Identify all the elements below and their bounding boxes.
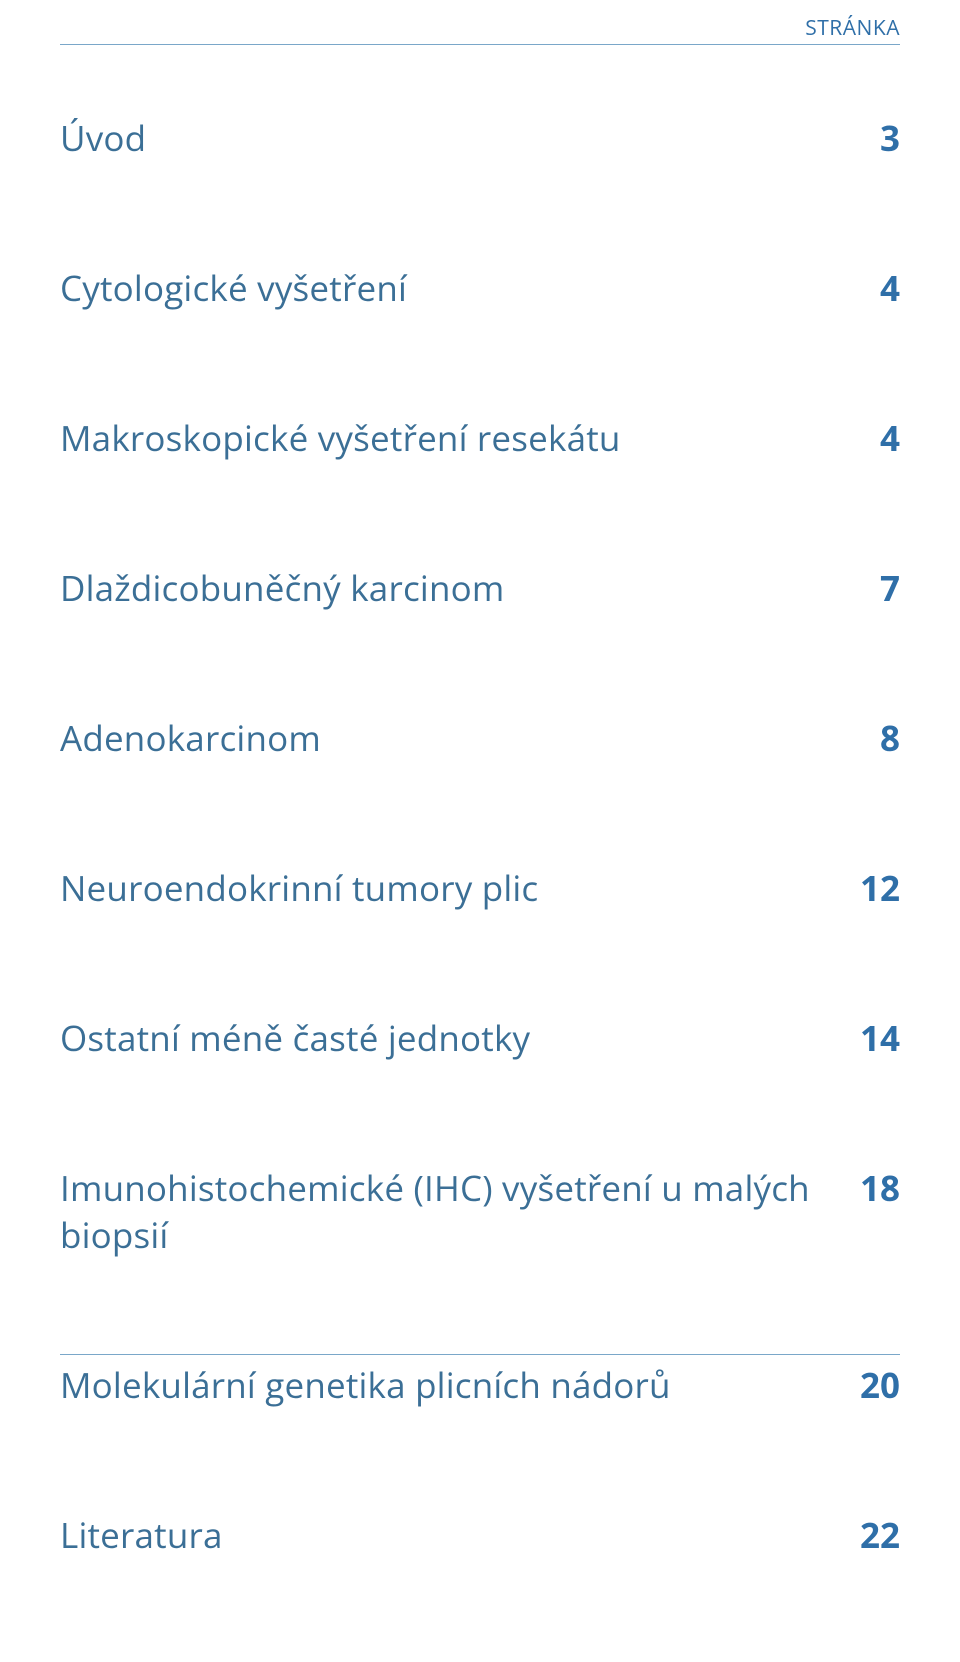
toc-title: Úvod [60, 115, 146, 162]
toc-title: Literatura [60, 1512, 223, 1559]
toc-page-number: 18 [860, 1165, 900, 1212]
header-divider [60, 44, 900, 45]
toc-page-number: 4 [880, 415, 900, 462]
toc-page-number: 4 [880, 265, 900, 312]
toc-row: Neuroendokrinní tumory plic 12 [60, 865, 900, 912]
toc-row: Úvod 3 [60, 115, 900, 162]
toc-title: Ostatní méně časté jednotky [60, 1015, 530, 1062]
toc-title: Adenokarcinom [60, 715, 321, 762]
page: STRÁNKA Úvod 3 Cytologické vyšetření 4 M… [0, 0, 960, 1387]
toc-page-number: 14 [860, 1015, 900, 1062]
toc-page-number: 20 [860, 1362, 900, 1409]
toc-title: Cytologické vyšetření [60, 265, 407, 312]
toc-row: Adenokarcinom 8 [60, 715, 900, 762]
toc-page-number: 12 [860, 865, 900, 912]
toc-row: Literatura 22 [60, 1512, 900, 1559]
table-of-contents: Úvod 3 Cytologické vyšetření 4 Makroskop… [60, 115, 900, 1662]
toc-page-number: 8 [880, 715, 900, 762]
toc-title: Molekulární genetika plicních nádorů [60, 1362, 671, 1409]
header-page-label: STRÁNKA [805, 14, 900, 42]
toc-row: Dlaždicobuněčný karcinom 7 [60, 565, 900, 612]
toc-row: Ostatní méně časté jednotky 14 [60, 1015, 900, 1062]
toc-page-number: 7 [880, 565, 900, 612]
toc-row: Cytologické vyšetření 4 [60, 265, 900, 312]
toc-page-number: 22 [860, 1512, 900, 1559]
toc-title: Dlaždicobuněčný karcinom [60, 565, 504, 612]
toc-title: Imunohistochemické (IHC) vyšetření u mal… [60, 1165, 860, 1259]
toc-title: Neuroendokrinní tumory plic [60, 865, 538, 912]
footer-divider [60, 1354, 900, 1355]
toc-row: Imunohistochemické (IHC) vyšetření u mal… [60, 1165, 900, 1259]
toc-row: Makroskopické vyšetření resekátu 4 [60, 415, 900, 462]
toc-row: Molekulární genetika plicních nádorů 20 [60, 1362, 900, 1409]
toc-title: Makroskopické vyšetření resekátu [60, 415, 621, 462]
toc-page-number: 3 [880, 115, 900, 162]
